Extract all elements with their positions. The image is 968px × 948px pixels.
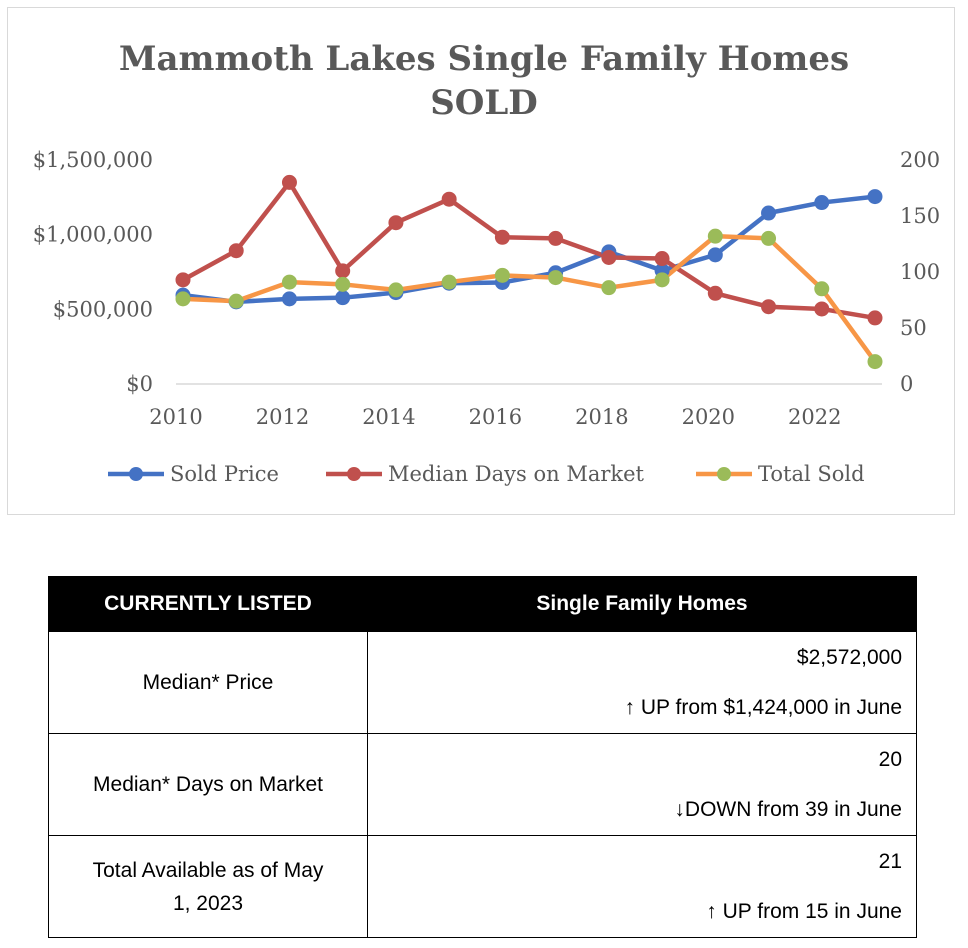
data-point	[707, 247, 723, 263]
x-tick-label: 2014	[362, 405, 415, 429]
data-point	[441, 191, 457, 207]
data-point	[867, 189, 883, 205]
data-point	[281, 274, 297, 290]
left-tick-label: $1,500,000	[33, 148, 153, 172]
x-tick-label: 2020	[682, 405, 735, 429]
data-point	[548, 230, 564, 246]
right-tick-label: 150	[900, 204, 940, 228]
row-value: 20	[878, 747, 902, 771]
data-point	[388, 282, 404, 298]
chart: Mammoth Lakes Single Family Homes SOLD $…	[33, 39, 940, 486]
data-point	[281, 291, 297, 307]
data-point	[494, 267, 510, 283]
data-point	[761, 205, 777, 221]
legend: Sold Price Median Days on Market Total Sol…	[108, 462, 865, 486]
row-value-cell: 21 ↑ UP from 15 in June	[367, 835, 917, 938]
series-lines	[181, 180, 877, 363]
chart-title-line2: SOLD	[430, 83, 538, 123]
data-point	[388, 215, 404, 231]
right-tick-label: 0	[900, 372, 913, 396]
header-currently-listed: CURRENTLY LISTED	[48, 576, 368, 632]
data-point	[228, 293, 244, 309]
row-value: $2,572,000	[796, 645, 902, 669]
data-point	[228, 243, 244, 259]
right-tick-label: 200	[900, 148, 940, 172]
x-tick-label: 2016	[469, 405, 522, 429]
data-point	[494, 229, 510, 245]
right-tick-label: 100	[900, 260, 940, 284]
right-axis-ticks: 0 50 100 150 200	[900, 148, 940, 396]
data-point	[867, 310, 883, 326]
series-line-1	[181, 180, 876, 321]
data-point	[335, 263, 351, 279]
row-change: ↓DOWN from 39 in June	[674, 797, 902, 821]
data-point	[761, 299, 777, 315]
left-axis-ticks: $0 $500,000 $1,000,000 $1,500,000	[33, 148, 153, 396]
data-point	[814, 195, 830, 211]
left-tick-label: $1,000,000	[33, 223, 153, 247]
table-row: Median* Days on Market 20 ↓DOWN from 39 …	[48, 733, 917, 836]
x-tick-label: 2010	[149, 405, 202, 429]
data-point	[761, 230, 777, 246]
row-label: Median* Days on Market	[48, 733, 368, 836]
data-point	[867, 354, 883, 370]
data-point	[601, 280, 617, 296]
left-tick-label: $500,000	[53, 297, 153, 321]
row-change: ↑ UP from $1,424,000 in June	[624, 695, 902, 719]
table-row: Total Available as of May 1, 2023 21 ↑ U…	[48, 835, 917, 938]
data-point	[548, 270, 564, 286]
legend-swatch-marker	[717, 467, 731, 481]
chart-title: Mammoth Lakes Single Family Homes	[119, 39, 849, 79]
legend-label: Total Sold	[758, 462, 865, 486]
data-point	[814, 301, 830, 317]
row-value-cell: $2,572,000 ↑ UP from $1,424,000 in June	[367, 631, 917, 734]
data-point	[654, 272, 670, 288]
x-tick-label: 2012	[256, 405, 309, 429]
currently-listed-table: CURRENTLY LISTED Single Family Homes Med…	[48, 576, 917, 938]
legend-swatch-marker	[129, 467, 143, 481]
x-tick-label: 2022	[788, 405, 841, 429]
chart-frame: Mammoth Lakes Single Family Homes SOLD $…	[7, 7, 955, 515]
row-change: ↑ UP from 15 in June	[706, 899, 902, 923]
data-point	[281, 174, 297, 190]
series-points	[175, 174, 883, 370]
data-point	[175, 272, 191, 288]
left-tick-label: $0	[126, 372, 153, 396]
row-value: 21	[878, 849, 902, 873]
x-axis-ticks: 2010 2012 2014 2016 2018 2020 2022	[149, 405, 841, 429]
data-point	[654, 251, 670, 267]
row-label: Median* Price	[48, 631, 368, 734]
series-line-2	[182, 233, 877, 363]
legend-label: Sold Price	[170, 462, 279, 486]
data-point	[335, 276, 351, 292]
data-point	[175, 291, 191, 307]
legend-swatch-marker	[347, 467, 361, 481]
data-point	[441, 274, 457, 290]
row-label: Total Available as of May 1, 2023	[48, 835, 368, 938]
table-row: Median* Price $2,572,000 ↑ UP from $1,42…	[48, 631, 917, 734]
row-value-cell: 20 ↓DOWN from 39 in June	[367, 733, 917, 836]
data-point	[707, 285, 723, 301]
x-tick-label: 2018	[575, 405, 628, 429]
header-single-family-homes: Single Family Homes	[367, 576, 917, 632]
data-point	[707, 228, 723, 244]
right-tick-label: 50	[900, 316, 927, 340]
legend-label: Median Days on Market	[388, 462, 645, 486]
data-point	[814, 281, 830, 297]
data-point	[335, 290, 351, 306]
data-point	[601, 249, 617, 265]
